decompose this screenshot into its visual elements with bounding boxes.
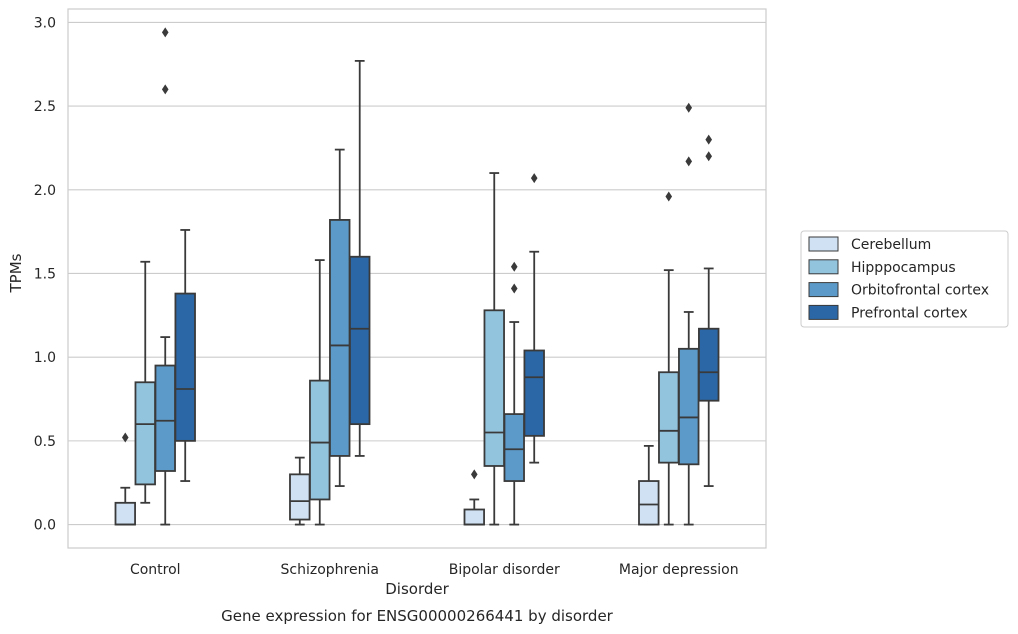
box-iqr: [638, 480, 660, 526]
box-iqr: [154, 364, 176, 472]
box-iqr: [134, 381, 156, 486]
legend: Cerebellum Hipppocampus Orbitofrontal cort…: [800, 230, 1009, 328]
y-tick-label: 3.0: [34, 15, 56, 31]
outlier-point: [665, 191, 673, 202]
x-tick-label: Major depression: [619, 562, 739, 578]
box-iqr: [678, 347, 700, 466]
legend-swatch: [808, 304, 839, 320]
y-tick-label: 2.0: [34, 183, 56, 199]
y-axis-label: TPMs: [7, 253, 25, 293]
outlier-point: [121, 432, 129, 443]
legend-label: Prefrontal cortex: [851, 305, 968, 321]
y-tick-label: 0.5: [34, 434, 56, 450]
outlier-point: [530, 173, 538, 184]
x-tick-label: Schizophrenia: [281, 562, 379, 578]
box-iqr: [329, 219, 351, 457]
y-tick-label: 1.0: [34, 350, 56, 366]
x-axis-label: Disorder: [385, 580, 449, 598]
box-iqr: [309, 379, 331, 501]
box-prefrontal-cortex-3: [698, 134, 720, 487]
box-iqr: [114, 501, 136, 526]
box-cerebellum-0: [114, 432, 136, 526]
box-orbitofrontal-cortex-1: [329, 148, 351, 487]
outlier-point: [161, 84, 169, 95]
outlier-point: [685, 156, 693, 167]
box-groups: [114, 27, 720, 526]
box-hipppocampus-2: [483, 172, 505, 526]
y-tick-label: 1.5: [34, 266, 56, 282]
outlier-point: [470, 469, 478, 480]
box-hipppocampus-0: [134, 260, 156, 504]
outlier-point: [705, 134, 713, 145]
box-prefrontal-cortex-2: [523, 173, 545, 464]
y-tick-labels: 0.0 0.5 1.0 1.5 2.0 2.5 3.0: [34, 15, 56, 533]
legend-label: Cerebellum: [851, 237, 931, 253]
legend-frame: [800, 230, 1009, 328]
y-tick-label: 2.5: [34, 99, 56, 115]
legend-swatch: [808, 236, 839, 252]
outlier-point: [161, 27, 169, 38]
box-iqr: [463, 508, 485, 526]
plot-frame: [67, 8, 767, 549]
outlier-point: [510, 261, 518, 272]
box-hipppocampus-1: [309, 259, 331, 526]
box-iqr: [174, 292, 196, 442]
x-tick-labels: Control Schizophrenia Bipolar disorder Majo…: [130, 562, 739, 578]
legend-swatch: [808, 282, 839, 298]
chart-caption: Gene expression for ENSG00000266441 by d…: [221, 607, 614, 625]
x-tick-label: Bipolar disorder: [449, 562, 560, 578]
y-tick-label: 0.0: [34, 518, 56, 534]
box-cerebellum-1: [289, 456, 311, 526]
box-iqr: [503, 413, 525, 482]
box-iqr: [289, 473, 311, 521]
box-orbitofrontal-cortex-3: [678, 102, 700, 526]
outlier-point: [705, 151, 713, 162]
box-prefrontal-cortex-1: [349, 59, 371, 457]
box-cerebellum-3: [638, 444, 660, 526]
legend-label: Orbitofrontal cortex: [851, 283, 989, 299]
outlier-point: [685, 102, 693, 113]
outlier-point: [510, 283, 518, 294]
box-iqr: [698, 327, 720, 402]
box-iqr: [658, 371, 680, 464]
x-tick-label: Control: [130, 562, 181, 578]
box-hipppocampus-3: [658, 191, 680, 526]
legend-label: Hipppocampus: [851, 260, 956, 276]
box-cerebellum-2: [463, 469, 485, 526]
box-iqr: [523, 349, 545, 437]
legend-swatch: [808, 259, 839, 275]
box-orbitofrontal-cortex-0: [154, 27, 176, 526]
box-orbitofrontal-cortex-2: [503, 261, 525, 526]
box-prefrontal-cortex-0: [174, 229, 196, 482]
box-iqr: [483, 309, 505, 467]
box-iqr: [349, 255, 371, 426]
